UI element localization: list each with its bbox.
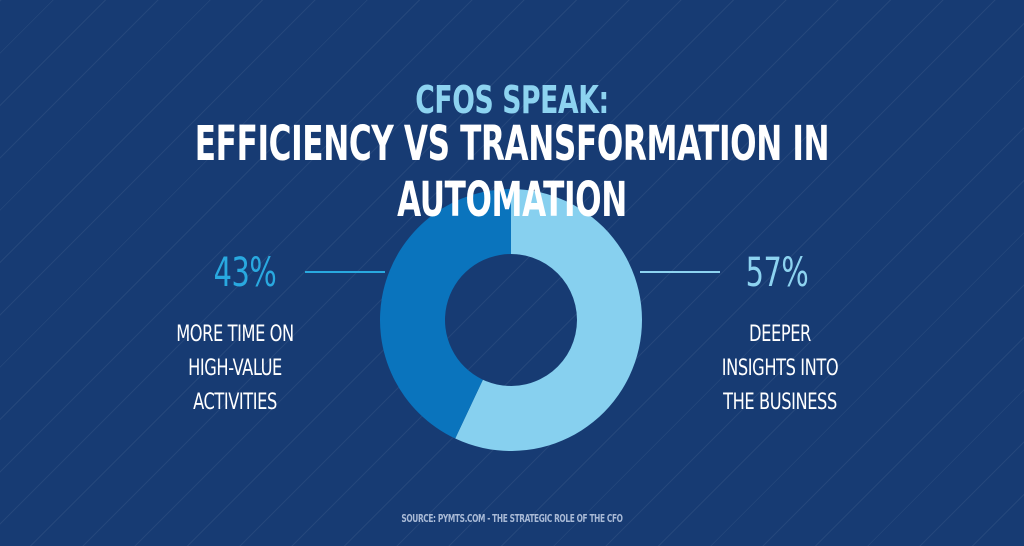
donut-slice-right (455, 189, 642, 452)
data-label-right: 57% (745, 250, 809, 296)
category-label-line: MORE TIME ON (176, 322, 294, 347)
source-note: SOURCE: PYMTS.COM - THE STRATEGIC ROLE O… (401, 512, 623, 525)
donut-slice-left (379, 189, 511, 439)
category-label-line: HIGH-VALUE (188, 356, 282, 381)
category-label-left: MORE TIME ON HIGH-VALUE ACTIVITIES (153, 318, 317, 420)
category-label-line: THE BUSINESS (723, 390, 837, 415)
data-label-left: 43% (213, 250, 277, 296)
chart-subtitle: CFOs SPEAK: (415, 78, 609, 122)
category-label-line: INSIGHTS INTO (721, 356, 839, 381)
category-label-line: ACTIVITIES (193, 390, 277, 415)
category-label-line: DEEPER (749, 322, 811, 347)
chart-title: EFFICIENCY VS TRANSFORMATION IN AUTOMATI… (194, 116, 830, 228)
category-label-right: DEEPER INSIGHTS INTO THE BUSINESS (698, 318, 862, 420)
